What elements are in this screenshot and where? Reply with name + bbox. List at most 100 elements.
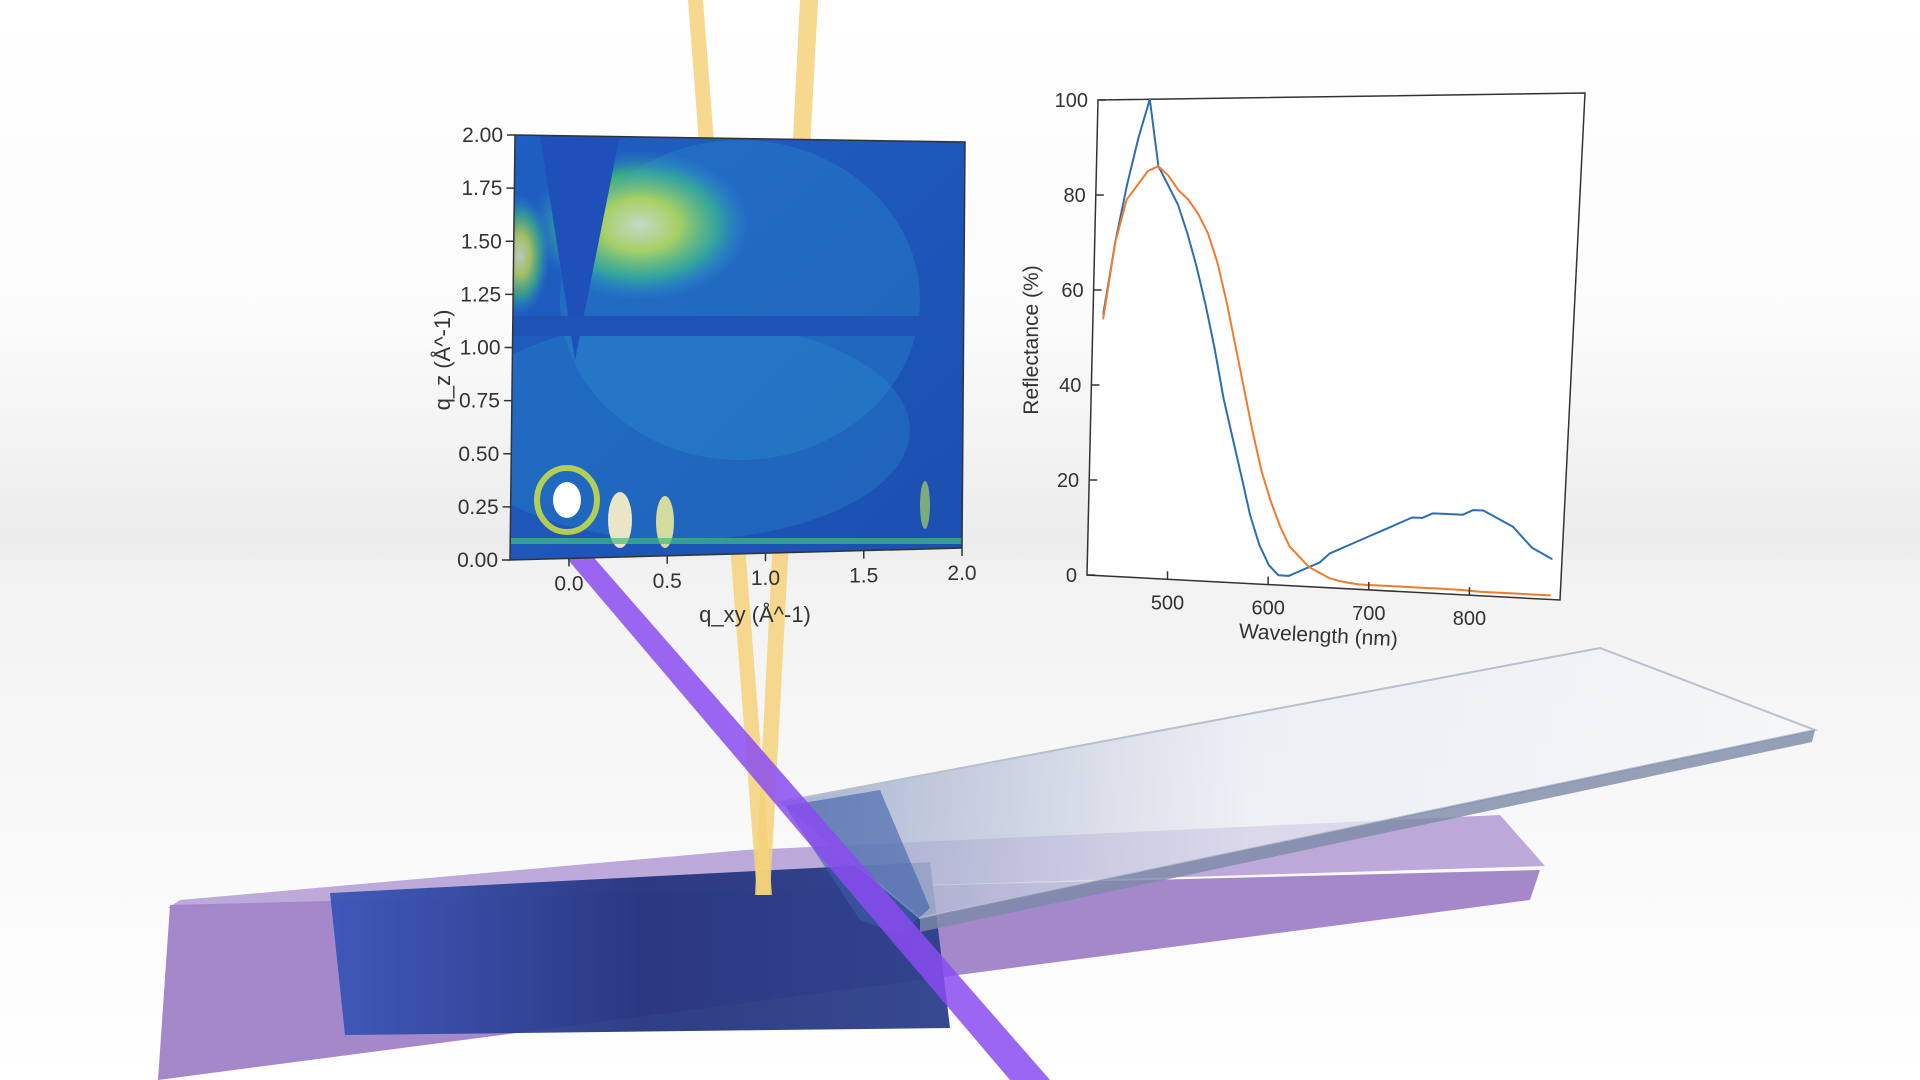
reflectance-point-blue (1186, 232, 1189, 235)
reflectance-point-blue (1137, 136, 1140, 139)
reflectance-series-orange (1102, 165, 1551, 597)
reflectance-point-orange (1225, 300, 1228, 303)
reflectance-point-blue (1411, 516, 1413, 519)
reflectance-point-blue (1298, 570, 1300, 573)
reflectance-point-blue (1222, 397, 1225, 399)
reflectance-y-tick-label: 0 (1066, 565, 1077, 587)
reflectance-y-ticks: 0 20 40 60 80 100 (1055, 90, 1106, 587)
giwaxs-ylabel: q_z (Å^-1) (430, 310, 455, 411)
reflectance-point-blue (1512, 526, 1514, 528)
film-coating (330, 862, 950, 1035)
reflectance-point-blue (1452, 513, 1454, 515)
reflectance-chart: 0 20 40 60 80 100 500 600 700 800 Reflectance (%… (1020, 90, 1586, 651)
reflectance-point-blue (1462, 513, 1464, 516)
reflectance-y-tick-label: 40 (1059, 375, 1081, 397)
reflectance-ylabel: Reflectance (%) (1020, 265, 1043, 414)
reflectance-point-blue (1390, 525, 1393, 528)
reflectance-x-ticks: 500 600 700 800 (1151, 571, 1486, 630)
reflectance-point-orange (1438, 587, 1441, 590)
reflectance-x-tick-label: 800 (1453, 608, 1486, 630)
coating-blade-edge (920, 730, 1815, 932)
reflectance-point-orange (1539, 594, 1541, 596)
reflectance-point-orange (1261, 471, 1263, 473)
reflectance-point-blue (1177, 203, 1179, 206)
reflectance-point-orange (1187, 198, 1190, 201)
reflectance-point-orange (1549, 594, 1551, 597)
reflectance-point-blue (1492, 515, 1494, 517)
reflectance-point-orange (1197, 213, 1200, 215)
reflectance-point-blue (1359, 539, 1362, 541)
giwaxs-y-tick-label: 1.25 (460, 283, 501, 306)
reflectance-point-blue (1551, 558, 1553, 560)
reflectance-point-orange (1318, 571, 1320, 574)
reflectance-point-blue (1214, 348, 1216, 351)
giwaxs-x-tick-label: 2.0 (947, 562, 976, 585)
reflectance-point-orange (1408, 586, 1410, 588)
reflectance-point-orange (1428, 587, 1431, 589)
reflectance-point-orange (1216, 261, 1219, 264)
reflectance-point-blue (1205, 305, 1207, 307)
giwaxs-y-tick-label: 0.75 (459, 390, 500, 413)
reflectance-point-blue (1349, 543, 1352, 546)
giwaxs-x-ticks: 0.0 0.5 1.0 1.5 2.0 (554, 548, 977, 595)
reflectance-point-orange (1243, 388, 1245, 390)
reflectance-x-tick-label: 600 (1251, 598, 1284, 620)
reflectance-point-orange (1488, 591, 1491, 594)
reflectance-x-tick-label: 500 (1151, 592, 1184, 614)
reflectance-point-blue (1531, 547, 1533, 549)
giwaxs-x-tick-label: 0.5 (653, 570, 682, 593)
reflectance-point-orange (1288, 545, 1291, 548)
reflectance-y-tick-label: 100 (1055, 90, 1088, 112)
reflectance-laser-beam (558, 544, 1050, 1080)
reflectance-point-orange (1348, 582, 1350, 584)
reflectance-point-blue (1502, 520, 1504, 523)
reflectance-point-orange (1418, 586, 1421, 589)
giwaxs-y-tick-label: 0.25 (458, 496, 499, 519)
giwaxs-pattern (509, 134, 966, 561)
giwaxs-x-tick-label: 1.0 (751, 567, 780, 590)
giwaxs-x-tick-label: 0.0 (554, 572, 583, 595)
reflectance-point-blue (1380, 530, 1382, 532)
reflectance-point-orange (1358, 583, 1360, 586)
reflectance-point-orange (1177, 189, 1180, 191)
reflectance-point-orange (1378, 584, 1380, 587)
giwaxs-y-tick-label: 1.00 (460, 337, 501, 360)
reflectance-point-blue (1421, 517, 1423, 519)
reflectance-point-blue (1431, 512, 1434, 515)
reflectance-point-blue (1329, 552, 1331, 555)
reflectance-point-orange (1125, 198, 1128, 201)
reflectance-point-orange (1398, 585, 1400, 588)
giwaxs-y-ticks: 0.00 0.25 0.50 0.75 1.00 1.25 1.50 1.75 2.00 (457, 124, 515, 572)
reflectance-point-blue (1277, 574, 1280, 577)
reflectance-point-blue (1258, 544, 1261, 546)
reflectance-point-orange (1147, 170, 1149, 172)
reflectance-point-orange (1478, 590, 1481, 593)
reflectance-point-blue (1318, 561, 1321, 564)
reflectance-point-blue (1521, 536, 1524, 539)
reflectance-point-orange (1207, 232, 1209, 235)
reflectance-point-blue (1249, 514, 1251, 517)
giwaxs-xlabel: q_xy (Å^-1) (699, 602, 811, 627)
giwaxs-x-tick-label: 1.5 (849, 565, 878, 588)
reflectance-point-blue (1195, 266, 1198, 268)
reflectance-point-orange (1298, 556, 1301, 558)
reflectance-point-blue (1126, 184, 1128, 187)
giwaxs-y-tick-label: 0.50 (458, 443, 499, 466)
reflectance-series-blue (1102, 98, 1553, 577)
reflectance-y-tick-label: 20 (1057, 470, 1079, 492)
reflectance-point-blue (1268, 564, 1270, 566)
reflectance-point-orange (1499, 592, 1501, 594)
reflectance-point-orange (1234, 344, 1237, 346)
reflectance-point-orange (1270, 500, 1272, 503)
giwaxs-y-tick-label: 0.00 (457, 549, 498, 572)
reflectance-point-blue (1370, 534, 1372, 537)
reflectance-point-orange (1529, 593, 1531, 596)
reflectance-point-orange (1102, 317, 1104, 320)
reflectance-point-blue (1240, 475, 1243, 478)
reflectance-y-tick-label: 80 (1064, 185, 1086, 207)
reflectance-point-blue (1231, 436, 1234, 438)
reflectance-point-blue (1149, 98, 1151, 101)
reflectance-point-orange (1114, 241, 1116, 244)
reflectance-point-blue (1401, 521, 1403, 523)
